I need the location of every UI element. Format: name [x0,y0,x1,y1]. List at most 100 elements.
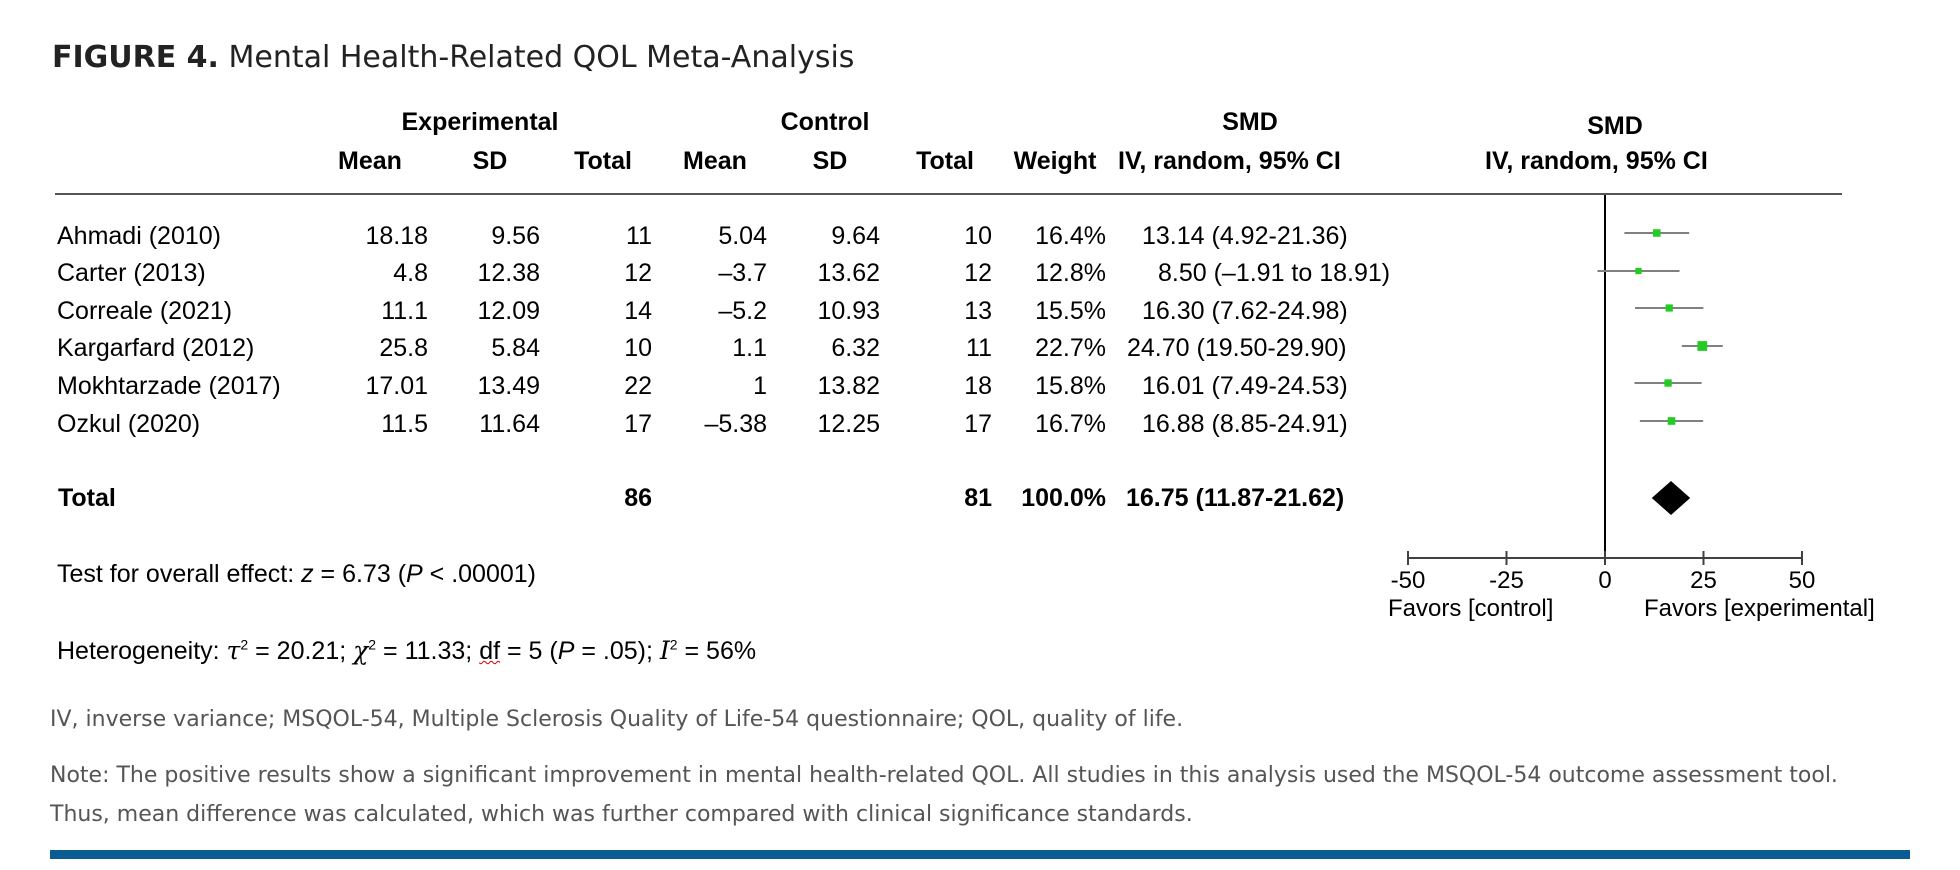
forest-plot: -50 -25 0 25 50 Favors [control] Favors [exp… [1388,195,1875,622]
ctl-sd: 12.25 [817,410,880,438]
x-tick-label: 50 [1789,567,1816,594]
x-tick-label: 0 [1598,567,1611,594]
pooled-diamond [1651,481,1691,515]
i2-sup: 2 [669,636,678,653]
exp-total: 17 [624,410,652,438]
exp-total: 11 [626,222,652,250]
exp-total: 22 [624,372,652,400]
exp-mean: 11.1 [381,297,428,325]
ctl-total: 12 [964,259,992,287]
study-marker [1697,341,1708,351]
header-plot-method: IV, random, 95% CI [1485,147,1708,175]
ctl-sd: 6.32 [831,334,880,362]
header-method: IV, random, 95% CI [1118,147,1341,175]
header-plot-smd: SMD [1587,112,1643,140]
ctl-mean: 1 [753,372,767,400]
figure-label: FIGURE 4. [52,40,219,75]
i2-value: = 56% [677,637,757,665]
x-tick-label: 25 [1690,567,1717,594]
ctl-mean: 1.1 [732,334,767,362]
exp-sd: 11.64 [479,410,540,438]
bottom-rule [50,850,1910,859]
ctl-sd: 9.64 [831,222,880,250]
ci-text: 8.50 (–1.91 to 18.91) [1158,259,1391,287]
overall-p-symbol: P [406,560,423,588]
het-p-symbol: P [557,637,575,665]
figure-title: FIGURE 4. Mental Health-Related QOL Meta… [52,40,854,75]
heterogeneity-prefix: Heterogeneity: [57,637,227,665]
tau-sup: 2 [240,636,249,653]
overall-effect-prefix: Test for overall effect: [57,560,295,588]
overall-p-value: < .00001) [422,560,536,588]
study-name: Mokhtarzade (2017) [57,372,281,400]
ctl-total: 17 [964,410,992,438]
exp-mean: 18.18 [365,222,428,250]
header-exp-mean: Mean [338,147,402,175]
overall-effect: Test for overall effect: z = 6.73 (P < .… [57,560,536,589]
ci-text: 16.01 (7.49-24.53) [1142,372,1348,400]
total-weight: 100.0% [1021,484,1106,512]
ctl-sd: 13.62 [817,259,880,287]
weight: 16.7% [1035,410,1106,438]
ci-text: 24.70 (19.50-29.90) [1127,334,1347,362]
ctl-total: 18 [964,372,992,400]
study-name: Carter (2013) [57,259,206,287]
x-axis-ticks: -50 -25 0 25 50 [1391,551,1816,594]
ctl-mean: –5.38 [704,410,767,438]
ci-text: 13.14 (4.92-21.36) [1142,222,1348,250]
header-weight: Weight [1013,147,1097,175]
ctl-mean: –3.7 [718,259,767,287]
ctl-sd: 10.93 [817,297,880,325]
weight: 12.8% [1035,259,1106,287]
weight: 15.8% [1035,372,1106,400]
weight: 16.4% [1035,222,1106,250]
study-marker [1665,304,1673,312]
exp-sd: 13.49 [477,372,540,400]
exp-sd: 12.38 [477,259,540,287]
ctl-total: 10 [964,222,992,250]
header-divider [55,193,1842,195]
df-symbol: df [479,637,501,665]
het-p-value: = .05); [574,637,660,665]
ctl-total: 11 [966,334,992,362]
df-value: = 5 ( [500,637,558,665]
study-name: Ahmadi (2010) [57,222,221,250]
i2-symbol: I [659,636,670,665]
exp-mean: 4.8 [393,259,428,287]
exp-sd: 9.56 [491,222,540,250]
header-smd: SMD [1222,108,1278,136]
study-name: Correale (2021) [57,297,233,325]
overall-z-symbol: z [301,560,314,588]
chi-symbol: χ [353,636,369,665]
header-exp-sd: SD [472,147,508,175]
chi-value: = 11.33; [376,637,480,665]
ci-text: 16.30 (7.62-24.98) [1142,297,1348,325]
header-ctl-sd: SD [812,147,848,175]
total-ctl: 81 [964,484,992,512]
exp-mean: 17.01 [365,372,428,400]
header-experimental: Experimental [401,108,559,136]
study-name: Kargarfard (2012) [57,334,255,362]
exp-sd: 5.84 [491,334,540,362]
x-label-right: Favors [experimental] [1644,595,1875,622]
ctl-total: 13 [964,297,992,325]
exp-total: 14 [624,297,652,325]
study-marker [1653,229,1661,237]
x-label-left: Favors [control] [1388,595,1553,622]
ctl-sd: 13.82 [817,372,880,400]
exp-total: 12 [624,259,652,287]
exp-total: 10 [624,334,652,362]
header-ctl-total: Total [916,147,974,175]
exp-sd: 12.09 [477,297,540,325]
overall-z-value: = 6.73 ( [313,560,407,588]
total-exp: 86 [624,484,652,512]
ctl-mean: –5.2 [718,297,767,325]
weight: 15.5% [1035,297,1106,325]
total-label: Total [58,484,116,512]
study-marker [1664,379,1672,387]
x-tick-label: -50 [1391,567,1426,594]
study-markers [1597,229,1723,425]
header-control: Control [780,108,870,136]
note-line-2: Thus, mean difference was calculated, wh… [50,802,1193,827]
header-exp-total: Total [574,147,632,175]
